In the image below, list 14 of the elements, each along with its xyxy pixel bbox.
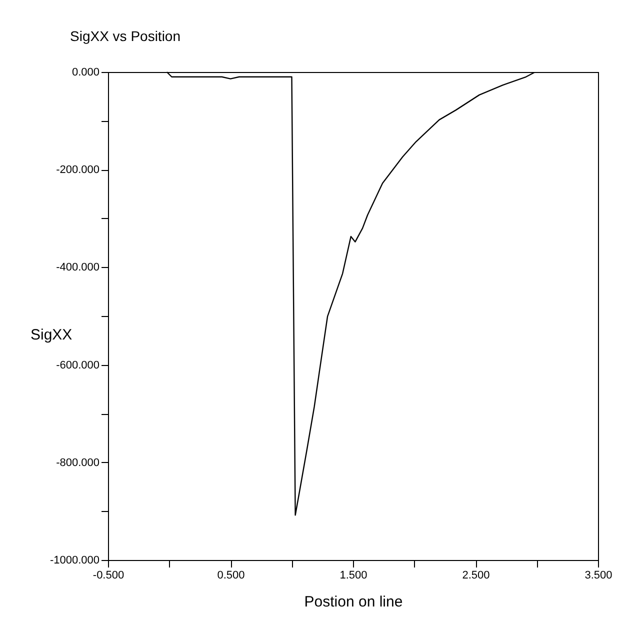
x-tick-label: -0.500 <box>92 570 124 582</box>
y-tick-label: -600.000 <box>56 359 100 372</box>
x-axis-title: Postion on line <box>304 594 403 610</box>
y-tick-label: -400.000 <box>56 262 100 274</box>
x-tick-label: 3.500 <box>584 570 612 582</box>
x-tick-label: 2.500 <box>462 570 490 582</box>
y-tick-label: -1000.000 <box>50 554 100 566</box>
y-axis-title: SigXX <box>30 326 72 344</box>
chart-title: SigXX vs Position <box>70 28 180 44</box>
x-tick-label: 0.500 <box>217 570 245 582</box>
y-tick-label: -200.000 <box>56 164 100 176</box>
x-tick-label: 1.500 <box>340 570 368 582</box>
y-tick-label: 0.000 <box>72 66 100 78</box>
y-tick-label: -800.000 <box>56 456 100 469</box>
